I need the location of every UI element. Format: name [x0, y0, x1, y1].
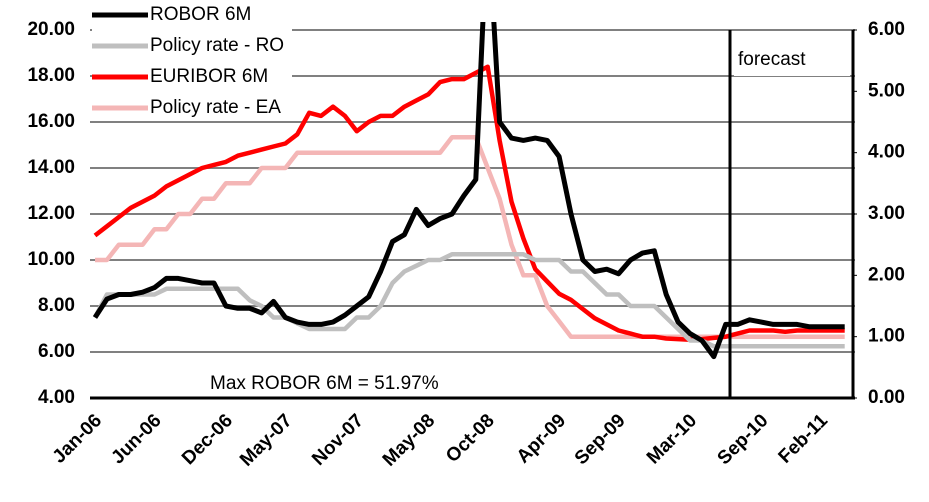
y2-tick-label: 4.00: [868, 142, 905, 163]
y-tick-label: 14.00: [27, 157, 75, 178]
legend-label: EURIBOR 6M: [150, 66, 268, 87]
series-line: [93, 252, 845, 349]
legend-label: Policy rate - RO: [150, 35, 284, 56]
x-tick-label: Feb-11: [775, 410, 833, 468]
y-tick-label: 10.00: [27, 249, 75, 270]
x-tick-label: Mar-10: [643, 410, 701, 468]
legend-label: Policy rate - EA: [150, 97, 281, 118]
x-tick-label: Sep-09: [571, 410, 630, 469]
x-tick-label: Jan-06: [49, 410, 106, 467]
y-tick-label: 8.00: [38, 295, 75, 316]
x-tick-label: May-07: [236, 410, 296, 470]
y-tick-label: 16.00: [27, 111, 75, 132]
y-tick-label: 4.00: [38, 387, 75, 408]
y-tick-label: 18.00: [27, 65, 75, 86]
y2-tick-label: 5.00: [868, 80, 905, 101]
y-tick-label: 20.00: [27, 19, 75, 40]
y2-tick-label: 6.00: [868, 19, 905, 40]
forecast-label-bg: [734, 40, 850, 76]
x-tick-label: Jun-06: [107, 410, 165, 468]
legend-label: ROBOR 6M: [150, 4, 251, 25]
x-tick-label: Oct-08: [442, 410, 499, 467]
y-tick-label: 12.00: [27, 203, 75, 224]
x-tick-label: Dec-06: [178, 410, 237, 469]
y2-tick-label: 2.00: [868, 264, 905, 285]
x-tick-label: Sep-10: [714, 410, 773, 469]
x-tick-label: May-08: [379, 410, 439, 470]
y2-tick-label: 3.00: [868, 203, 905, 224]
legend-bg: [92, 2, 292, 120]
x-tick-label: Nov-07: [308, 410, 368, 470]
y2-tick-label: 0.00: [868, 387, 905, 408]
y-tick-label: 6.00: [38, 341, 75, 362]
annotation: forecast: [738, 49, 806, 70]
series-line: [92, 22, 845, 360]
annotation: Max ROBOR 6M = 51.97%: [210, 373, 439, 394]
x-tick-label: Apr-09: [513, 410, 570, 467]
y2-tick-label: 1.00: [868, 326, 905, 347]
